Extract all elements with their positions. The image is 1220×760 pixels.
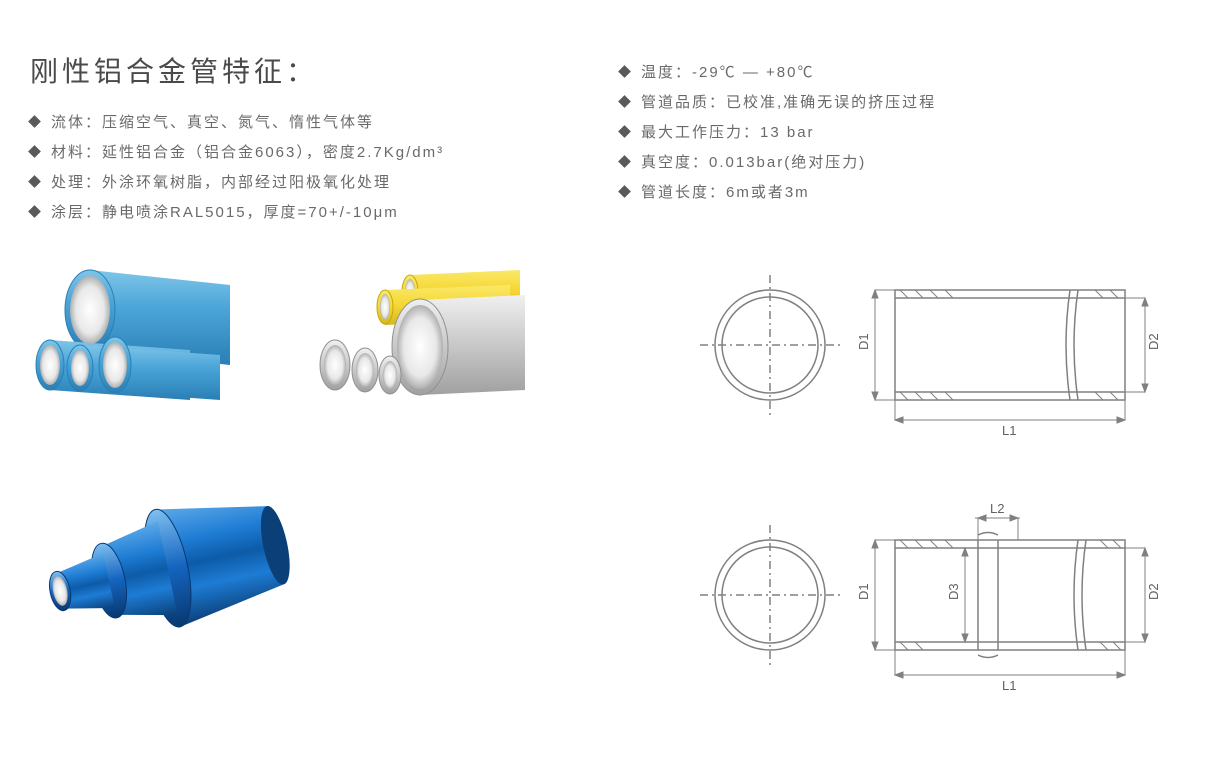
blue-connector-image (30, 480, 290, 680)
bullet-icon (28, 175, 41, 188)
dim-d1: D1 (856, 583, 871, 600)
spec-text: 管道长度：6m或者3m (641, 178, 810, 208)
bullet-icon (618, 65, 631, 78)
bullet-icon (618, 125, 631, 138)
diagram-row-1: D1 D2 L1 (700, 260, 1180, 440)
spec-item: 流体：压缩空气、真空、氮气、惰性气体等 (30, 108, 600, 138)
bullet-icon (618, 155, 631, 168)
spec-text: 流体：压缩空气、真空、氮气、惰性气体等 (51, 108, 374, 138)
page-title: 刚性铝合金管特征： (30, 50, 600, 90)
spec-text: 处理：外涂环氧树脂，内部经过阳极氧化处理 (51, 168, 391, 198)
spec-item: 最大工作压力：13 bar (620, 118, 1190, 148)
spec-item: 材料：延性铝合金（铝合金6063），密度2.7Kg/dm³ (30, 138, 600, 168)
left-spec-list: 流体：压缩空气、真空、氮气、惰性气体等 材料：延性铝合金（铝合金6063），密度… (30, 108, 600, 228)
dim-d2: D2 (1146, 583, 1161, 600)
spec-text: 材料：延性铝合金（铝合金6063），密度2.7Kg/dm³ (51, 138, 444, 168)
spec-item: 温度：-29℃ — +80℃ (620, 58, 1190, 88)
spec-item: 真空度：0.013bar(绝对压力) (620, 148, 1190, 178)
dim-l1: L1 (1002, 423, 1016, 438)
spec-item: 处理：外涂环氧树脂，内部经过阳极氧化处理 (30, 168, 600, 198)
spec-item: 管道长度：6m或者3m (620, 178, 1190, 208)
dim-d2: D2 (1146, 333, 1161, 350)
dim-d1: D1 (856, 333, 871, 350)
bullet-icon (618, 95, 631, 108)
dim-l1: L1 (1002, 678, 1016, 693)
spec-text: 管道品质：已校准,准确无误的挤压过程 (641, 88, 936, 118)
spec-item: 管道品质：已校准,准确无误的挤压过程 (620, 88, 1190, 118)
spec-text: 涂层：静电喷涂RAL5015，厚度=70+/-10μm (51, 198, 399, 228)
spec-text: 温度：-29℃ — +80℃ (641, 58, 814, 88)
dim-d3: D3 (946, 583, 961, 600)
bullet-icon (28, 205, 41, 218)
diagram-row-2: D1 D3 D2 L1 L2 (700, 500, 1180, 700)
spec-item: 涂层：静电喷涂RAL5015，厚度=70+/-10μm (30, 198, 600, 228)
spec-text: 真空度：0.013bar(绝对压力) (641, 148, 866, 178)
dim-l2: L2 (990, 501, 1004, 516)
bullet-icon (618, 185, 631, 198)
spec-text: 最大工作压力：13 bar (641, 118, 815, 148)
right-spec-list: 温度：-29℃ — +80℃ 管道品质：已校准,准确无误的挤压过程 最大工作压力… (620, 58, 1190, 208)
mixed-pipes-image (310, 250, 530, 410)
bullet-icon (28, 115, 41, 128)
blue-pipes-image (30, 250, 250, 410)
bullet-icon (28, 145, 41, 158)
